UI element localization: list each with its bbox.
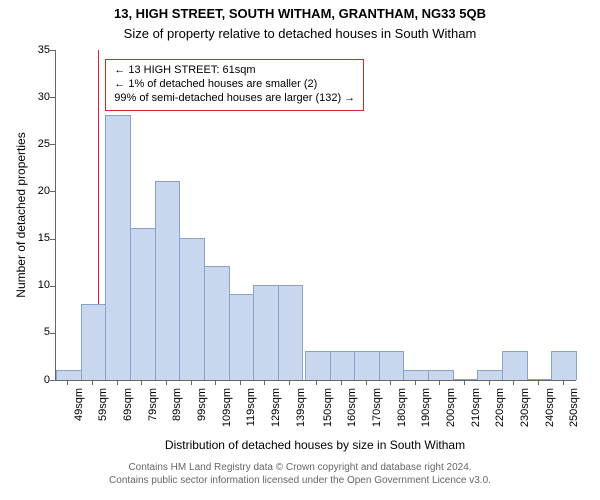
x-tick-mark	[191, 380, 192, 385]
histogram-bar	[379, 351, 405, 380]
x-tick-mark	[513, 380, 514, 385]
histogram-bar	[330, 351, 356, 380]
annotation-line-1: ← 13 HIGH STREET: 61sqm	[114, 64, 355, 78]
y-tick-mark	[50, 144, 55, 145]
histogram-bar	[105, 115, 131, 380]
x-tick-label: 200sqm	[445, 388, 457, 448]
x-tick-mark	[415, 380, 416, 385]
histogram-bar	[403, 370, 429, 380]
histogram-bar	[453, 379, 479, 380]
x-tick-label: 99sqm	[196, 388, 208, 448]
y-tick-mark	[50, 50, 55, 51]
x-tick-label: 170sqm	[371, 388, 383, 448]
annotation-line-2: ← 1% of detached houses are smaller (2)	[114, 78, 355, 92]
x-tick-mark	[117, 380, 118, 385]
x-tick-mark	[289, 380, 290, 385]
y-tick-mark	[50, 333, 55, 334]
histogram-bar	[253, 285, 279, 380]
x-tick-mark	[563, 380, 564, 385]
histogram-bar	[130, 228, 156, 380]
x-tick-mark	[264, 380, 265, 385]
y-tick-label: 10	[20, 279, 50, 291]
x-tick-mark	[341, 380, 342, 385]
x-tick-mark	[366, 380, 367, 385]
x-tick-label: 180sqm	[396, 388, 408, 448]
histogram-bar	[81, 304, 107, 380]
footer-attribution: Contains HM Land Registry data © Crown c…	[0, 462, 600, 487]
x-tick-mark	[166, 380, 167, 385]
histogram-bar	[551, 351, 577, 380]
y-tick-label: 0	[20, 374, 50, 386]
y-tick-label: 25	[20, 138, 50, 150]
x-tick-label: 79sqm	[147, 388, 159, 448]
x-tick-label: 69sqm	[122, 388, 134, 448]
histogram-bar	[204, 266, 230, 380]
annotation-line-3: 99% of semi-detached houses are larger (…	[114, 92, 355, 106]
footer-line-2: Contains public sector information licen…	[0, 475, 600, 488]
y-tick-label: 5	[20, 326, 50, 338]
x-tick-mark	[240, 380, 241, 385]
x-tick-mark	[538, 380, 539, 385]
histogram-bar	[305, 351, 331, 380]
footer-line-1: Contains HM Land Registry data © Crown c…	[0, 462, 600, 475]
y-tick-label: 35	[20, 44, 50, 56]
x-tick-mark	[215, 380, 216, 385]
histogram-bar	[278, 285, 304, 380]
x-tick-label: 49sqm	[73, 388, 85, 448]
chart-title-address: 13, HIGH STREET, SOUTH WITHAM, GRANTHAM,…	[0, 6, 600, 21]
x-tick-label: 59sqm	[97, 388, 109, 448]
x-tick-mark	[489, 380, 490, 385]
y-tick-label: 20	[20, 185, 50, 197]
annotation-box: ← 13 HIGH STREET: 61sqm ← 1% of detached…	[105, 59, 364, 110]
x-tick-label: 89sqm	[171, 388, 183, 448]
x-tick-label: 210sqm	[470, 388, 482, 448]
histogram-bar	[229, 294, 255, 380]
x-tick-label: 230sqm	[519, 388, 531, 448]
histogram-bar	[179, 238, 205, 380]
x-tick-mark	[464, 380, 465, 385]
y-tick-mark	[50, 380, 55, 381]
x-tick-mark	[316, 380, 317, 385]
y-tick-mark	[50, 191, 55, 192]
x-tick-mark	[92, 380, 93, 385]
histogram-bar	[56, 370, 82, 380]
x-tick-label: 150sqm	[322, 388, 334, 448]
histogram-bar	[502, 351, 528, 380]
chart-container: { "chart": { "type": "histogram", "title…	[0, 0, 600, 500]
x-tick-mark	[141, 380, 142, 385]
x-tick-label: 109sqm	[221, 388, 233, 448]
histogram-bar	[155, 181, 181, 380]
plot-area: ← 13 HIGH STREET: 61sqm ← 1% of detached…	[55, 50, 576, 381]
x-tick-label: 240sqm	[544, 388, 556, 448]
x-tick-mark	[439, 380, 440, 385]
y-tick-label: 30	[20, 91, 50, 103]
histogram-bar	[428, 370, 454, 380]
y-tick-label: 15	[20, 232, 50, 244]
y-tick-mark	[50, 239, 55, 240]
x-tick-label: 250sqm	[568, 388, 580, 448]
x-tick-mark	[67, 380, 68, 385]
x-tick-label: 139sqm	[295, 388, 307, 448]
x-tick-label: 119sqm	[245, 388, 257, 448]
x-tick-label: 160sqm	[346, 388, 358, 448]
chart-title-subtitle: Size of property relative to detached ho…	[0, 26, 600, 41]
y-tick-mark	[50, 286, 55, 287]
x-tick-label: 190sqm	[420, 388, 432, 448]
histogram-bar	[354, 351, 380, 380]
x-tick-mark	[390, 380, 391, 385]
histogram-bar	[477, 370, 503, 380]
x-tick-label: 220sqm	[494, 388, 506, 448]
y-tick-mark	[50, 97, 55, 98]
histogram-bar	[527, 379, 553, 380]
x-tick-label: 129sqm	[270, 388, 282, 448]
